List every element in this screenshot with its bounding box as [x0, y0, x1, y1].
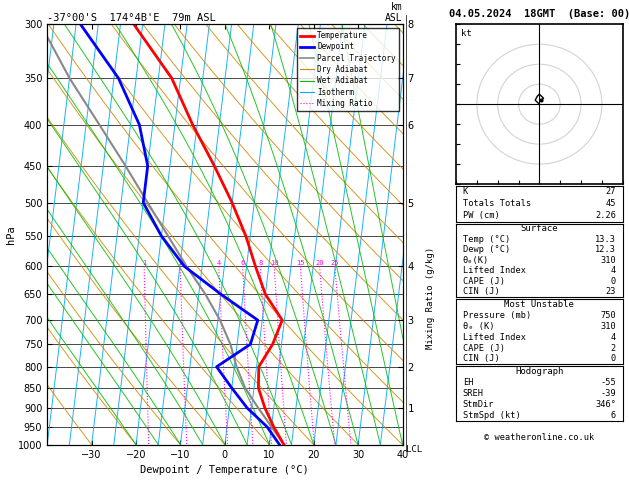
Text: Lifted Index: Lifted Index [463, 333, 526, 342]
Text: 12.3: 12.3 [595, 245, 616, 255]
Text: 15: 15 [296, 260, 304, 266]
Text: SREH: SREH [463, 389, 484, 398]
Text: θₑ(K): θₑ(K) [463, 256, 489, 265]
Text: Lifted Index: Lifted Index [463, 266, 526, 276]
Text: km
ASL: km ASL [385, 2, 403, 23]
X-axis label: Dewpoint / Temperature (°C): Dewpoint / Temperature (°C) [140, 465, 309, 475]
Text: 310: 310 [600, 256, 616, 265]
Text: Temp (°C): Temp (°C) [463, 235, 510, 244]
Text: Dewp (°C): Dewp (°C) [463, 245, 510, 255]
Text: Hodograph: Hodograph [515, 367, 564, 376]
Text: 04.05.2024  18GMT  (Base: 00): 04.05.2024 18GMT (Base: 00) [448, 9, 629, 19]
Text: 25: 25 [331, 260, 339, 266]
Text: 4: 4 [216, 260, 221, 266]
Text: 2.26: 2.26 [595, 211, 616, 220]
Text: CAPE (J): CAPE (J) [463, 277, 504, 286]
Text: Totals Totals: Totals Totals [463, 199, 531, 208]
Text: Mixing Ratio (g/kg): Mixing Ratio (g/kg) [426, 246, 435, 348]
Text: 346°: 346° [595, 400, 616, 409]
Text: 23: 23 [606, 288, 616, 296]
Text: 8: 8 [258, 260, 262, 266]
Text: θₑ (K): θₑ (K) [463, 322, 494, 331]
Text: 20: 20 [315, 260, 324, 266]
Text: 2: 2 [611, 344, 616, 352]
Text: CIN (J): CIN (J) [463, 288, 499, 296]
Text: CIN (J): CIN (J) [463, 354, 499, 364]
Text: -37°00'S  174°4B'E  79m ASL: -37°00'S 174°4B'E 79m ASL [47, 14, 216, 23]
Text: Most Unstable: Most Unstable [504, 300, 574, 309]
Text: StmSpd (kt): StmSpd (kt) [463, 411, 520, 420]
Text: -55: -55 [600, 378, 616, 387]
Text: 310: 310 [600, 322, 616, 331]
Text: 750: 750 [600, 311, 616, 320]
Text: StmDir: StmDir [463, 400, 494, 409]
Text: 2: 2 [178, 260, 182, 266]
Text: 10: 10 [270, 260, 279, 266]
Text: CAPE (J): CAPE (J) [463, 344, 504, 352]
Text: Surface: Surface [521, 225, 558, 233]
Text: EH: EH [463, 378, 473, 387]
Text: 1: 1 [142, 260, 147, 266]
Text: kt: kt [461, 29, 472, 38]
Text: PW (cm): PW (cm) [463, 211, 499, 220]
Text: K: K [463, 188, 468, 196]
Text: Pressure (mb): Pressure (mb) [463, 311, 531, 320]
Text: 4: 4 [611, 266, 616, 276]
Text: -39: -39 [600, 389, 616, 398]
Legend: Temperature, Dewpoint, Parcel Trajectory, Dry Adiabat, Wet Adiabat, Isotherm, Mi: Temperature, Dewpoint, Parcel Trajectory… [297, 28, 399, 111]
Text: 6: 6 [240, 260, 245, 266]
Y-axis label: hPa: hPa [6, 225, 16, 244]
Text: 13.3: 13.3 [595, 235, 616, 244]
Text: 6: 6 [611, 411, 616, 420]
Text: 0: 0 [611, 277, 616, 286]
Text: 0: 0 [611, 354, 616, 364]
Text: LCL: LCL [406, 445, 422, 454]
Text: 4: 4 [611, 333, 616, 342]
Text: © weatheronline.co.uk: © weatheronline.co.uk [484, 433, 594, 442]
Text: 45: 45 [606, 199, 616, 208]
Text: 27: 27 [606, 188, 616, 196]
